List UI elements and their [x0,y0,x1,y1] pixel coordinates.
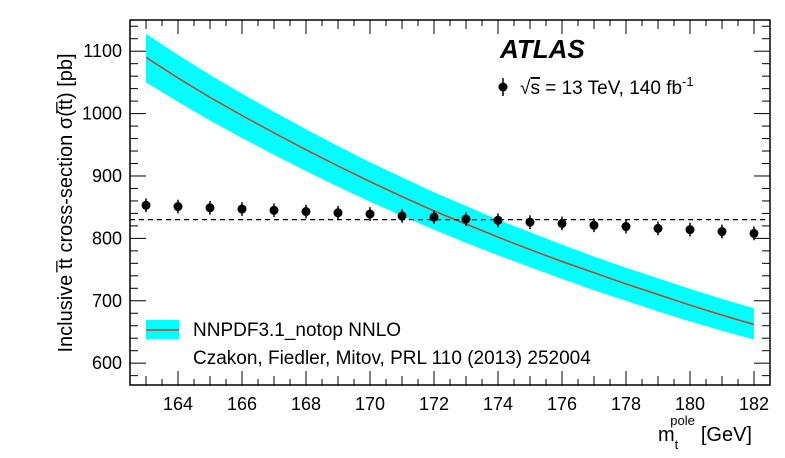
x-axis-title: mt pole [GeV] [658,413,752,452]
data-points-layer [141,198,759,241]
data-point [461,212,471,226]
data-point [429,210,439,225]
y-tick-label: 800 [92,228,122,248]
data-legend: √s = 13 TeV, 140 fb-1 [498,74,694,99]
data-point-marker [333,208,343,218]
data-point [557,216,567,231]
data-point [589,218,599,233]
data-point-marker [205,203,215,213]
x-tick-label: 172 [419,394,449,414]
atlas-label: ATLAS [499,34,585,64]
data-point-marker [173,202,183,212]
data-point [365,207,375,221]
ticks-layer: 164 166 168 170 172 174 176 178 180 182 600 700 800 9… [82,20,771,414]
data-point [493,213,503,228]
legend-energy-lumi: = 13 TeV, 140 fb [540,78,682,99]
data-point [525,215,535,230]
x-tick-label: 164 [163,394,193,414]
data-point-marker [717,227,727,237]
data-point-marker [589,220,599,230]
y-tick-label: 700 [92,291,122,311]
data-point-marker [397,211,407,221]
data-point-marker [653,223,663,233]
data-point-marker [621,222,631,232]
x-tick-label: 178 [611,394,641,414]
data-point-marker [525,217,535,227]
data-legend-marker [498,82,508,92]
legend-lumi-exponent: -1 [682,74,694,89]
theory-legend-text: NNPDF3.1_notop NNLO [193,320,401,341]
x-tick-label: 168 [291,394,321,414]
x-tick-label: 170 [355,394,385,414]
data-point [653,221,663,236]
data-point-marker [557,218,567,228]
x-tick-label: 166 [227,394,257,414]
data-point [269,203,279,218]
data-point-marker [301,207,311,217]
data-point [397,209,407,223]
data-point-marker [429,212,439,222]
data-point [717,224,727,239]
sqrt-symbol: √ [520,78,531,99]
y-tick-label: 1100 [83,41,122,61]
data-point-marker [461,214,471,224]
data-point-marker [269,205,279,215]
data-point [301,204,311,219]
data-point [685,222,695,237]
theory-central-line [145,56,755,326]
data-point-marker [685,225,695,235]
sqrt-s: s [530,78,540,99]
x-tick-label: 176 [547,394,577,414]
y-tick-label: 1000 [82,104,122,124]
data-point-marker [141,200,151,210]
data-point [173,199,183,214]
theory-band-layer [145,33,755,340]
theory-uncertainty-band [146,33,754,340]
data-point-marker [749,228,759,238]
x-axis-unit: [GeV] [701,424,752,446]
x-tick-label: 180 [675,394,705,414]
data-point-marker [237,204,247,214]
x-tick-label: 182 [739,394,769,414]
x-axis-subscript: t [675,437,679,452]
y-tick-label: 900 [92,166,122,186]
data-point [621,219,631,234]
data-point [205,200,215,215]
x-tick-label: 174 [483,394,513,414]
x-axis-symbol: m [658,424,675,446]
data-point-marker [493,215,503,225]
y-axis-title: Inclusive t̅t cross-section σ(t̅t) [pb] [55,53,77,352]
data-legend-text: √s = 13 TeV, 140 fb-1 [520,74,694,99]
y-tick-label: 600 [92,353,122,373]
data-point [237,202,247,216]
data-point-marker [365,209,375,219]
theory-citation: Czakon, Fiedler, Mitov, PRL 110 (2013) 2… [193,348,591,369]
x-axis-superscript: pole [670,413,695,428]
theory-legend: NNPDF3.1_notop NNLO Czakon, Fiedler, Mit… [146,320,591,369]
data-point [141,198,151,213]
data-point [333,205,343,220]
